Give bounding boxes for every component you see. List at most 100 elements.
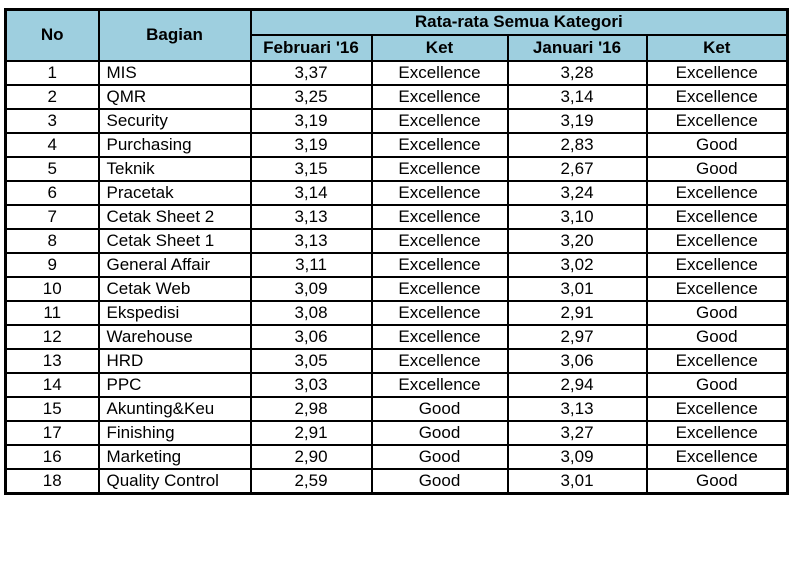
cell-februari-value: 3,09: [249, 275, 373, 302]
cell-februari-value: 3,14: [249, 179, 373, 206]
cell-bagian: Pracetak: [97, 179, 252, 206]
header-row-sub: Februari '16 Ket Januari '16 Ket: [6, 33, 789, 62]
cell-januari-value: 3,19: [506, 107, 648, 134]
cell-februari-ket: Excellence: [370, 299, 509, 326]
table-row: 6 Pracetak 3,14 Excellence 3,24 Excellence: [4, 179, 789, 206]
cell-februari-ket: Good: [370, 443, 509, 470]
cell-januari-value: 2,94: [506, 371, 648, 398]
cell-januari-value: 3,10: [506, 203, 648, 230]
cell-januari-value: 3,09: [506, 443, 648, 470]
cell-januari-value: 2,97: [506, 323, 648, 350]
cell-februari-ket: Excellence: [370, 203, 509, 230]
cell-februari-value: 3,15: [249, 155, 373, 182]
cell-januari-ket: Excellence: [645, 419, 789, 446]
cell-bagian: General Affair: [97, 251, 252, 278]
cell-februari-value: 3,37: [249, 59, 373, 86]
cell-februari-ket: Excellence: [370, 275, 509, 302]
table-row: 4 Purchasing 3,19 Excellence 2,83 Good: [4, 131, 789, 158]
cell-februari-ket: Excellence: [370, 251, 509, 278]
cell-no: 12: [4, 323, 100, 350]
table-row: 10 Cetak Web 3,09 Excellence 3,01 Excellence: [4, 275, 789, 302]
cell-bagian: Akunting&Keu: [97, 395, 252, 422]
cell-januari-value: 2,91: [506, 299, 648, 326]
header-row-group: No Bagian Rata-rata Semua Kategori: [4, 8, 789, 62]
cell-no: 17: [4, 419, 100, 446]
cell-februari-value: 3,19: [249, 107, 373, 134]
cell-februari-ket: Excellence: [370, 179, 509, 206]
cell-no: 4: [4, 131, 100, 158]
table-row: 5 Teknik 3,15 Excellence 2,67 Good: [4, 155, 789, 182]
cell-bagian: QMR: [97, 83, 252, 110]
cell-no: 6: [4, 179, 100, 206]
table-row: 16 Marketing 2,90 Good 3,09 Excellence: [4, 443, 789, 470]
cell-februari-value: 2,59: [249, 467, 373, 494]
cell-januari-value: 3,13: [506, 395, 648, 422]
cell-februari-ket: Excellence: [370, 107, 509, 134]
cell-no: 2: [4, 83, 100, 110]
cell-januari-value: 3,06: [506, 347, 648, 374]
cell-februari-ket: Excellence: [370, 347, 509, 374]
data-table: No Bagian Rata-rata Semua Kategori Febru…: [4, 8, 790, 495]
cell-no: 11: [4, 299, 100, 326]
cell-bagian: Warehouse: [97, 323, 252, 350]
table-row: 9 General Affair 3,11 Excellence 3,02 Excelle…: [4, 251, 789, 278]
cell-februari-value: 3,11: [249, 251, 373, 278]
cell-februari-value: 3,08: [249, 299, 373, 326]
cell-bagian: PPC: [97, 371, 252, 398]
cell-no: 18: [4, 467, 100, 494]
table-row: 12 Warehouse 3,06 Excellence 2,97 Good: [4, 323, 789, 350]
cell-no: 16: [4, 443, 100, 470]
table-header: No Bagian Rata-rata Semua Kategori Febru…: [4, 8, 789, 62]
cell-januari-ket: Good: [645, 299, 789, 326]
cell-januari-value: 2,67: [506, 155, 648, 182]
cell-februari-value: 3,13: [249, 203, 373, 230]
cell-bagian: Security: [97, 107, 252, 134]
cell-januari-ket: Good: [645, 155, 789, 182]
cell-januari-value: 3,20: [506, 227, 648, 254]
cell-no: 5: [4, 155, 100, 182]
table-row: 13 HRD 3,05 Excellence 3,06 Excellence: [4, 347, 789, 374]
cell-bagian: Marketing: [97, 443, 252, 470]
cell-bagian: Teknik: [97, 155, 252, 182]
cell-januari-value: 3,02: [506, 251, 648, 278]
cell-januari-value: 3,27: [506, 419, 648, 446]
cell-januari-ket: Excellence: [645, 443, 789, 470]
cell-februari-value: 3,05: [249, 347, 373, 374]
cell-januari-value: 3,24: [506, 179, 648, 206]
cell-bagian: MIS: [97, 59, 252, 86]
cell-januari-value: 3,01: [506, 467, 648, 494]
cell-februari-ket: Excellence: [370, 371, 509, 398]
table-row: 7 Cetak Sheet 2 3,13 Excellence 3,10 Excellen…: [4, 203, 789, 230]
table-row: 15 Akunting&Keu 2,98 Good 3,13 Excellence: [4, 395, 789, 422]
table-row: 11 Ekspedisi 3,08 Excellence 2,91 Good: [4, 299, 789, 326]
cell-januari-ket: Excellence: [645, 395, 789, 422]
cell-januari-ket: Excellence: [645, 251, 789, 278]
cell-bagian: Finishing: [97, 419, 252, 446]
cell-januari-ket: Good: [645, 131, 789, 158]
cell-februari-value: 2,90: [249, 443, 373, 470]
group-header-rata-rata: Rata-rata Semua Kategori: [249, 8, 789, 36]
col-header-bagian: Bagian: [97, 8, 252, 62]
col-header-ket-februari: Ket: [370, 33, 509, 62]
cell-januari-ket: Excellence: [645, 203, 789, 230]
cell-januari-ket: Excellence: [645, 347, 789, 374]
col-header-no: No: [4, 8, 100, 62]
cell-februari-value: 3,06: [249, 323, 373, 350]
cell-februari-ket: Excellence: [370, 227, 509, 254]
table-body: 1 MIS 3,37 Excellence 3,28 Excellence 2 QMR 3,25…: [4, 59, 789, 494]
cell-no: 14: [4, 371, 100, 398]
cell-februari-value: 3,13: [249, 227, 373, 254]
cell-februari-ket: Good: [370, 467, 509, 494]
cell-januari-ket: Excellence: [645, 227, 789, 254]
table-row: 17 Finishing 2,91 Good 3,27 Excellence: [4, 419, 789, 446]
cell-bagian: Ekspedisi: [97, 299, 252, 326]
cell-no: 1: [4, 59, 100, 86]
cell-januari-ket: Good: [645, 371, 789, 398]
cell-bagian: Purchasing: [97, 131, 252, 158]
table-row: 8 Cetak Sheet 1 3,13 Excellence 3,20 Excellen…: [4, 227, 789, 254]
cell-januari-value: 2,83: [506, 131, 648, 158]
cell-februari-value: 3,19: [249, 131, 373, 158]
cell-februari-ket: Good: [370, 395, 509, 422]
cell-januari-ket: Excellence: [645, 83, 789, 110]
